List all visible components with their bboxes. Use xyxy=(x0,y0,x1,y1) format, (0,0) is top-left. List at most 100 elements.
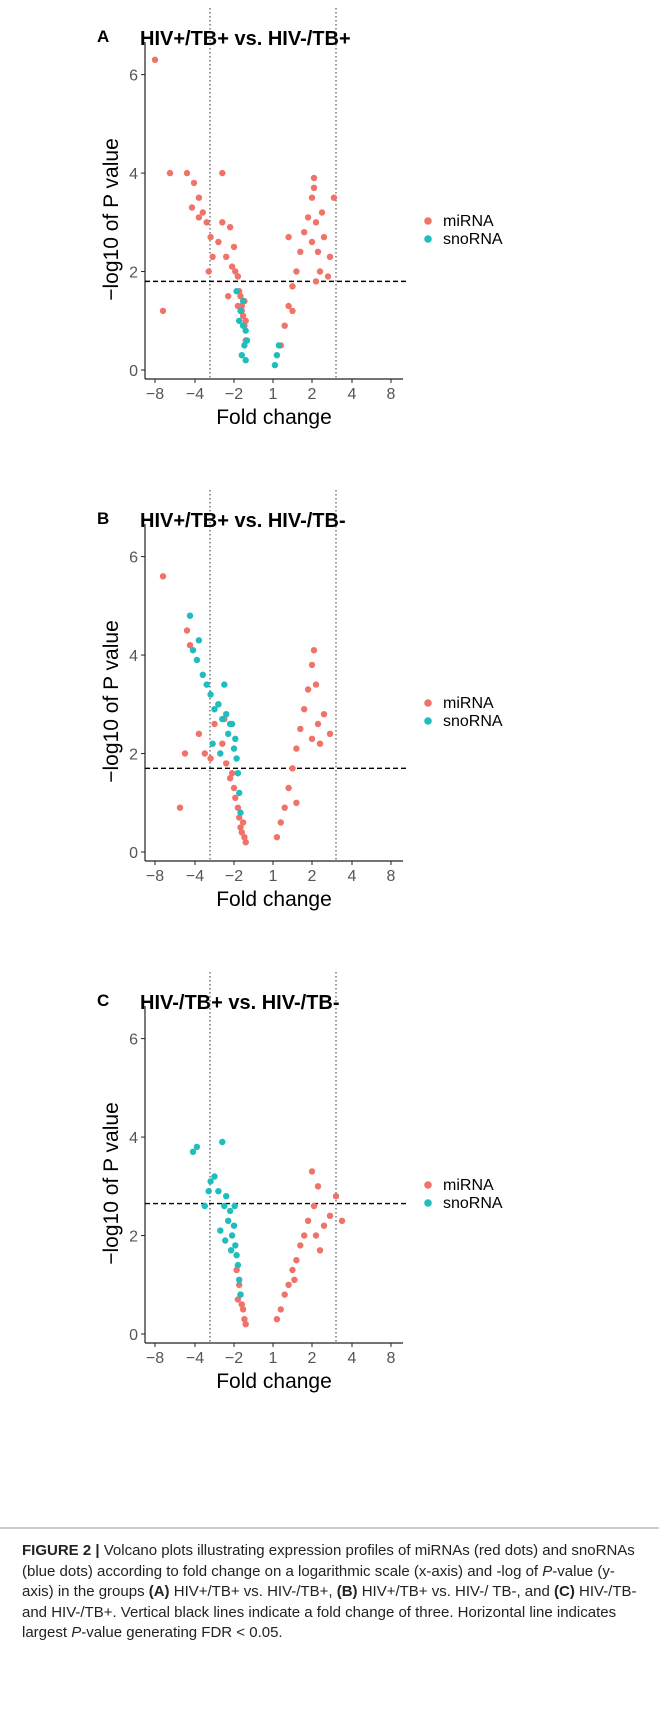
snorna-point xyxy=(195,637,203,644)
mirna-point xyxy=(297,1242,304,1249)
mirna-point xyxy=(215,238,222,246)
mirna-point xyxy=(186,642,194,649)
snorna-point xyxy=(239,297,247,305)
snorna-point xyxy=(237,809,244,816)
mirna-point xyxy=(326,730,334,737)
snorna-point xyxy=(219,1138,226,1146)
series-snorna xyxy=(233,288,283,369)
snorna-point xyxy=(221,681,228,688)
mirna-point xyxy=(230,784,238,792)
mirna-point xyxy=(318,209,326,216)
mirna-point xyxy=(211,720,218,728)
y-axis-title: −log10 of P value xyxy=(100,1102,123,1265)
x-axis-title: Fold change xyxy=(216,406,332,429)
snorna-point xyxy=(242,327,249,334)
mirna-point xyxy=(326,1212,334,1219)
mirna-point xyxy=(183,169,191,177)
y-tick-label: 4 xyxy=(129,1130,138,1147)
mirna-point xyxy=(310,1202,318,1210)
snorna-point xyxy=(189,1148,197,1155)
caption-text-4: HIV+/TB+ vs. HIV-/ TB-, and xyxy=(357,1583,554,1600)
y-axis-title: −log10 of P value xyxy=(100,138,123,301)
x-tick-label: 8 xyxy=(387,868,396,885)
mirna-point xyxy=(289,1266,296,1274)
mirna-point xyxy=(316,740,324,747)
mirna-point xyxy=(207,755,214,762)
caption-label-c: (C) xyxy=(554,1583,575,1600)
panel-a: A HIV+/TB+ vs. HIV-/TB+ 0 2 4 6 −8 −4 −2 1 2 4 8 Fold… xyxy=(97,8,503,429)
mirna-point xyxy=(297,248,304,255)
x-tick-label: 2 xyxy=(308,868,317,885)
mirna-point xyxy=(234,273,242,280)
snorna-point xyxy=(215,701,222,708)
mirna-point xyxy=(232,794,239,801)
caption-p-2: P xyxy=(71,1624,82,1641)
mirna-point xyxy=(308,1168,316,1175)
mirna-point xyxy=(320,233,328,241)
mirna-point xyxy=(281,322,288,329)
x-axis-title: Fold change xyxy=(216,888,332,911)
legend-label-mirna: miRNA xyxy=(443,213,494,230)
mirna-point xyxy=(304,214,312,221)
legend-key-mirna xyxy=(424,1181,432,1189)
mirna-point xyxy=(226,775,234,782)
x-tick-label: 4 xyxy=(348,1350,357,1367)
mirna-point xyxy=(219,169,226,177)
legend-key-mirna xyxy=(424,699,432,707)
mirna-point xyxy=(195,214,203,221)
caption-text-3: HIV+/TB+ vs. HIV-/TB+, xyxy=(169,1583,337,1600)
snorna-point xyxy=(211,706,218,713)
series-snorna xyxy=(189,1138,244,1298)
x-axis-title: Fold change xyxy=(216,1370,332,1393)
mirna-point xyxy=(219,219,226,226)
snorna-point xyxy=(243,337,251,344)
legend-label-mirna: miRNA xyxy=(443,695,494,712)
x-tick-label: 8 xyxy=(387,386,396,403)
mirna-point xyxy=(308,238,316,246)
mirna-point xyxy=(301,706,308,713)
x-tick-label: 2 xyxy=(308,386,317,403)
snorna-point xyxy=(203,681,210,688)
caption-p-1: P xyxy=(542,1562,553,1580)
mirna-point xyxy=(316,1247,324,1254)
panel-label: C xyxy=(97,991,109,1010)
legend-key-snorna xyxy=(424,717,432,725)
mirna-point xyxy=(289,307,296,315)
x-tick-label: 1 xyxy=(269,1350,278,1367)
mirna-point xyxy=(281,1291,288,1298)
mirna-point xyxy=(183,627,191,634)
mirna-point xyxy=(316,268,324,275)
caption-text-5: HIV-/TB- and HIV-/TB+. Vertical black li… xyxy=(22,1583,637,1641)
mirna-point xyxy=(312,278,320,285)
mirna-point xyxy=(293,1257,300,1264)
legend-label-snorna: snoRNA xyxy=(443,713,503,730)
mirna-point xyxy=(277,1306,284,1313)
y-tick-label: 2 xyxy=(129,747,138,764)
mirna-point xyxy=(228,263,236,270)
snorna-point xyxy=(226,720,234,728)
caption-label-b: (B) xyxy=(336,1583,358,1600)
mirna-point xyxy=(301,1232,308,1239)
mirna-point xyxy=(314,248,322,255)
mirna-point xyxy=(332,1193,340,1200)
x-tick-label: 8 xyxy=(387,1350,396,1367)
mirna-point xyxy=(320,1222,328,1229)
legend-key-snorna xyxy=(424,235,432,243)
snorna-point xyxy=(223,1193,230,1200)
snorna-point xyxy=(234,1261,242,1269)
y-tick-label: 4 xyxy=(129,166,138,183)
x-tick-label: −8 xyxy=(146,868,164,885)
snorna-point xyxy=(237,1291,244,1298)
mirna-point xyxy=(273,1316,281,1323)
mirna-point xyxy=(308,194,316,201)
snorna-point xyxy=(236,789,243,797)
mirna-point xyxy=(226,224,234,231)
legend-key-mirna xyxy=(424,217,432,225)
snorna-point xyxy=(225,730,232,737)
caption-figure-label: FIGURE 2 | xyxy=(22,1542,100,1559)
mirna-point xyxy=(324,273,332,280)
snorna-point xyxy=(232,1242,239,1249)
mirna-point xyxy=(310,174,318,182)
mirna-point xyxy=(293,799,300,806)
